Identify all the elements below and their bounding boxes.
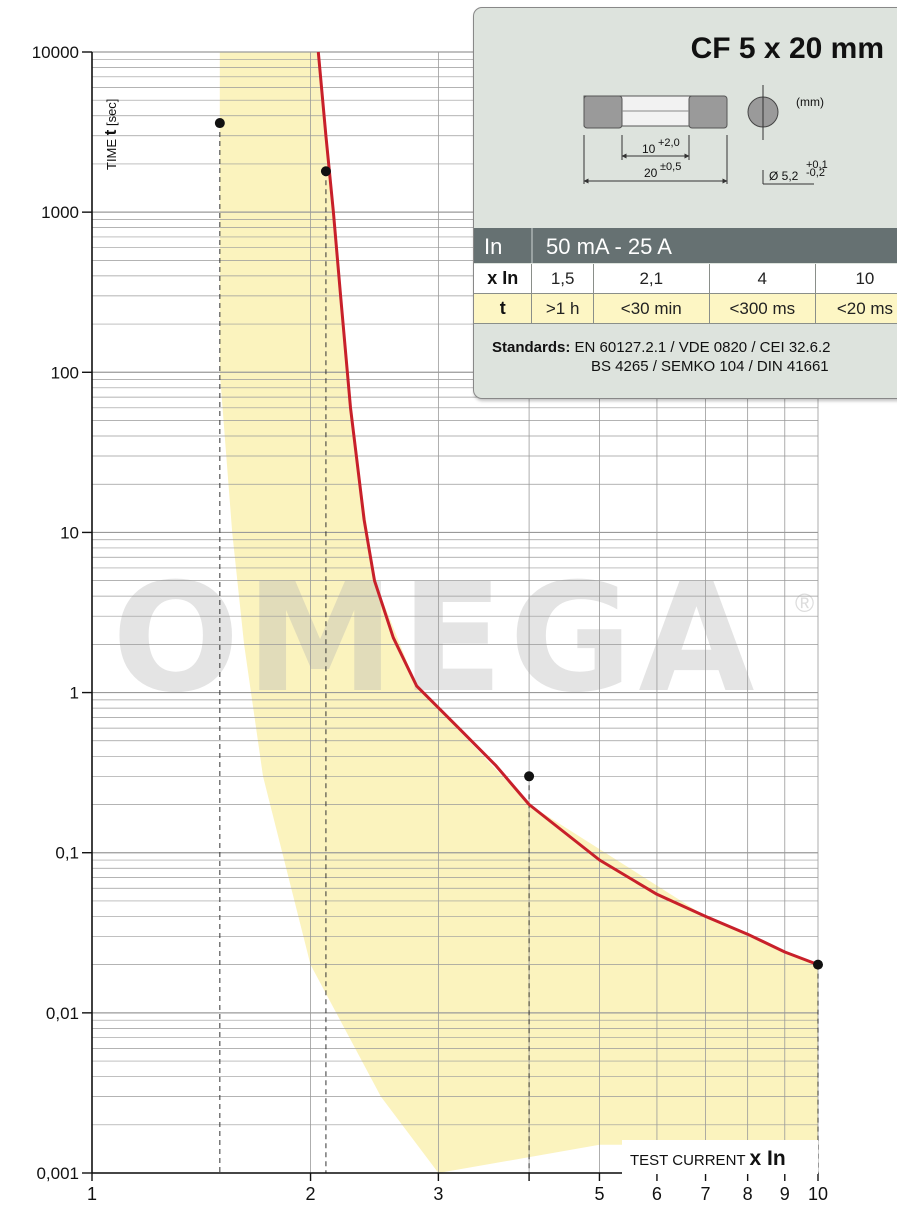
x-tick-label: 5 <box>594 1184 604 1204</box>
total-length-label: 20 <box>644 166 658 180</box>
standards-label: Standards: <box>492 339 571 356</box>
fuse-spec-table: x In 1,5 2,1 4 10 t >1 h <30 min <300 ms… <box>474 264 897 324</box>
unit-label: (mm) <box>796 95 824 109</box>
table-cell: 2,1 <box>593 264 710 294</box>
omega-watermark: OMEGA <box>112 552 760 726</box>
y-tick-label: 0,01 <box>46 1004 79 1023</box>
y-tick-label: 100 <box>51 363 79 382</box>
y-tick-label: 10000 <box>32 43 79 62</box>
curve-layer <box>316 51 819 967</box>
x-tick-label: 1 <box>87 1184 97 1204</box>
standards-line1: EN 60127.2.1 / VDE 0820 / CEI 32.6.2 <box>574 339 831 356</box>
marker-guide-lines <box>219 123 819 1173</box>
row-xin-header: x In <box>474 264 533 294</box>
total-length-tolerance: ±0,5 <box>660 161 681 173</box>
table-cell: <20 ms <box>815 293 897 324</box>
in-rating-label: In <box>484 234 503 259</box>
standards-line2: BS 4265 / SEMKO 104 / DIN 41661 <box>591 358 829 375</box>
inner-length-tolerance: +2,0 <box>658 137 680 149</box>
tolerance-band-layer <box>219 52 819 1173</box>
x-axis-label-bg <box>622 1140 818 1174</box>
fuse-title: CF 5 x 20 mm <box>690 32 884 65</box>
data-point <box>813 959 823 970</box>
x-tick-label: 7 <box>701 1184 711 1204</box>
table-row-xin: x In 1,5 2,1 4 10 <box>474 264 897 294</box>
in-rating-row <box>474 228 897 263</box>
y-tick-label: 0,1 <box>55 844 79 863</box>
table-cell: 4 <box>709 264 816 294</box>
x-tick-label: 10 <box>808 1184 828 1204</box>
data-point <box>320 166 331 177</box>
x-tick-labels: 1 2 3 5 6 7 8 9 10 <box>87 1184 828 1204</box>
x-tick-label: 2 <box>306 1184 316 1204</box>
tolerance-band <box>219 52 819 1173</box>
fuse-characteristic-curve <box>316 51 819 967</box>
fuse-spec-panel: CF 5 x 20 mm 10 +2,0 20 ±0,5 Ø 5,2 +0,1 … <box>473 7 897 399</box>
y-tick-label: 10 <box>60 523 79 542</box>
in-rating-value: 50 mA - 25 A <box>546 234 672 259</box>
y-tick-label: 1 <box>70 684 79 703</box>
table-cell: <300 ms <box>709 293 816 324</box>
x-axis-label: TEST CURRENT x In <box>630 1147 786 1170</box>
data-point <box>214 118 225 129</box>
diameter-label: Ø 5,2 <box>769 169 799 183</box>
x-tick-label: 9 <box>780 1184 790 1204</box>
fuse-dimension-drawing: 10 +2,0 20 ±0,5 Ø 5,2 +0,1 -0,2 (mm) <box>583 85 828 185</box>
x-tick-label: 8 <box>743 1184 753 1204</box>
data-point <box>524 771 535 782</box>
row-t-header: t <box>474 293 533 324</box>
table-cell: 10 <box>815 264 897 294</box>
table-row-t: t >1 h <30 min <300 ms <20 ms <box>474 293 897 324</box>
y-tick-labels: 10000 1000 100 10 1 0,1 0,01 0,001 <box>32 43 79 1183</box>
fuse-cap-right <box>688 95 728 129</box>
watermark: OMEGA ® <box>112 552 814 726</box>
diameter-tol-top: +0,1 <box>806 159 828 171</box>
standards-text: Standards: EN 60127.2.1 / VDE 0820 / CEI… <box>492 338 831 358</box>
diameter-tol-bot: -0,2 <box>806 167 825 179</box>
table-cell: <30 min <box>593 293 710 324</box>
x-tick-label: 3 <box>433 1184 443 1204</box>
registered-mark: ® <box>795 588 814 618</box>
y-tick-label: 1000 <box>41 203 79 222</box>
inner-length-label: 10 <box>642 142 656 156</box>
y-tick-label: 0,001 <box>36 1164 79 1183</box>
table-cell: 1,5 <box>531 264 594 294</box>
marker-layer <box>214 118 823 970</box>
x-tick-label: 6 <box>652 1184 662 1204</box>
fuse-cap-left <box>583 95 623 129</box>
y-axis-label: TIME t [sec] <box>101 99 120 170</box>
table-cell: >1 h <box>531 293 594 324</box>
